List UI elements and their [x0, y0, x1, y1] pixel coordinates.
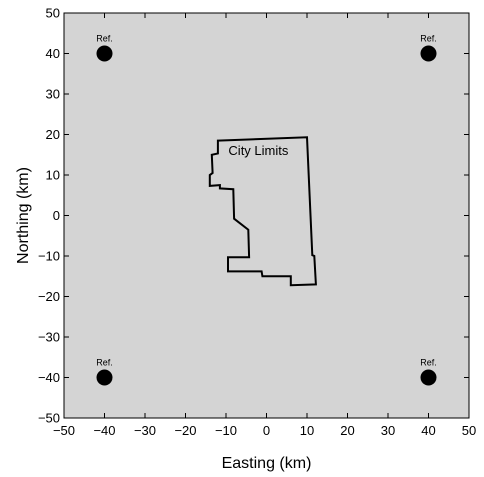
- x-tick-label: −10: [215, 423, 237, 438]
- y-tick-label: 50: [46, 6, 60, 21]
- city-limits-label: City Limits: [228, 143, 288, 158]
- x-tick-label: 10: [300, 423, 314, 438]
- reference-point-marker: [96, 45, 113, 62]
- x-tick-label: −50: [53, 423, 75, 438]
- y-tick-label: 20: [46, 127, 60, 142]
- city-limits-boundary: [208, 136, 317, 287]
- x-tick-label: 20: [340, 423, 354, 438]
- y-tick-label: −30: [38, 330, 60, 345]
- reference-point-label: Ref.: [420, 358, 437, 368]
- y-tick-label: −50: [38, 411, 60, 426]
- x-tick-label: 50: [462, 423, 476, 438]
- x-tick-label: −20: [174, 423, 196, 438]
- x-axis-label: Easting (km): [222, 455, 312, 472]
- y-tick-label: 30: [46, 87, 60, 102]
- x-tick-label: 40: [421, 423, 435, 438]
- y-tick-label: 0: [53, 208, 60, 223]
- reference-point-label: Ref.: [96, 34, 113, 44]
- reference-point-marker: [420, 369, 437, 386]
- y-axis-label: Northing (km): [15, 167, 32, 264]
- reference-point-label: Ref.: [96, 358, 113, 368]
- x-tick-label: 30: [381, 423, 395, 438]
- x-tick-label: −30: [134, 423, 156, 438]
- y-tick-label: 10: [46, 168, 60, 183]
- reference-points-layer: Ref. Ref. Ref. Ref.: [96, 34, 437, 386]
- reference-point-marker: [96, 369, 113, 386]
- y-tick-label: −10: [38, 249, 60, 264]
- axis-ticks: −50 −40 −30 −20 −10 0 10 20 30 40 50 −50 −40 −30 −20 −1…: [38, 6, 476, 439]
- city-limits-layer: City Limits: [208, 136, 317, 287]
- reference-point-label: Ref.: [420, 34, 437, 44]
- y-tick-label: −20: [38, 289, 60, 304]
- y-tick-label: 40: [46, 46, 60, 61]
- x-tick-label: 0: [263, 423, 270, 438]
- reference-point-marker: [420, 45, 437, 62]
- x-tick-label: −40: [93, 423, 115, 438]
- y-tick-label: −40: [38, 370, 60, 385]
- plot-area: [63, 12, 470, 419]
